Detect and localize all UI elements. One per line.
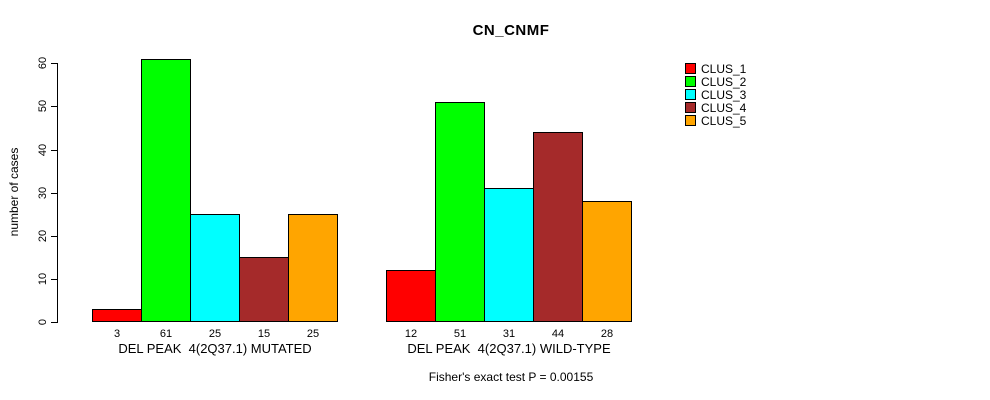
bar-clus_4-group2 — [533, 132, 583, 322]
bar-value-label: 61 — [159, 328, 173, 340]
legend-swatch-clus_5 — [685, 115, 696, 126]
y-axis-tick — [51, 279, 57, 280]
bar-value-label: 15 — [257, 328, 271, 340]
bar-value-label: 25 — [208, 328, 222, 340]
legend-label: CLUS_2 — [701, 74, 747, 89]
bar-clus_4-group1 — [239, 257, 289, 322]
legend-label: CLUS_1 — [701, 61, 747, 76]
legend-label: CLUS_4 — [701, 100, 747, 115]
legend-item: CLUS_4 — [685, 100, 747, 115]
bar-value-label: 25 — [306, 328, 320, 340]
group-label: DEL PEAK 4(2Q37.1) MUTATED — [118, 341, 312, 356]
y-axis-label: number of cases — [7, 147, 21, 237]
y-axis-tick — [51, 193, 57, 194]
y-axis-tick-label: 0 — [37, 318, 49, 326]
legend-item: CLUS_5 — [685, 113, 747, 128]
legend-label: CLUS_3 — [701, 87, 747, 102]
bar-clus_2-group1 — [141, 59, 191, 322]
y-axis-tick-label: 40 — [37, 143, 49, 157]
legend-swatch-clus_3 — [685, 89, 696, 100]
bar-value-label: 12 — [404, 328, 418, 340]
bar-value-label: 31 — [502, 328, 516, 340]
legend-swatch-clus_1 — [685, 63, 696, 74]
bar-value-label: 44 — [551, 328, 565, 340]
bar-clus_2-group2 — [435, 102, 485, 322]
y-axis-tick — [51, 236, 57, 237]
legend-swatch-clus_2 — [685, 76, 696, 87]
chart-title: CN_CNMF — [472, 22, 550, 39]
group-label: DEL PEAK 4(2Q37.1) WILD-TYPE — [407, 341, 611, 356]
legend-item: CLUS_1 — [685, 61, 747, 76]
legend: CLUS_1 CLUS_2 CLUS_3 CLUS_4 CLUS_5 — [685, 61, 747, 128]
y-axis-tick — [51, 322, 57, 323]
y-axis-tick-label: 20 — [37, 229, 49, 243]
bar-value-label: 51 — [453, 328, 467, 340]
legend-swatch-clus_4 — [685, 102, 696, 113]
bar-value-label: 3 — [113, 328, 121, 340]
fisher-test-annotation: Fisher's exact test P = 0.00155 — [428, 370, 594, 384]
bar-clus_5-group2 — [582, 201, 632, 322]
bar-clus_3-group2 — [484, 188, 534, 322]
bar-value-label: 28 — [600, 328, 614, 340]
legend-item: CLUS_2 — [685, 74, 747, 89]
y-axis-tick-label: 30 — [37, 186, 49, 200]
y-axis-tick — [51, 150, 57, 151]
bar-clus_5-group1 — [288, 214, 338, 322]
y-axis-tick — [51, 63, 57, 64]
legend-item: CLUS_3 — [685, 87, 747, 102]
bar-clus_1-group1 — [92, 309, 142, 322]
y-axis-line — [57, 63, 58, 323]
bar-clus_3-group1 — [190, 214, 240, 322]
y-axis-tick-label: 60 — [37, 56, 49, 70]
y-axis-tick-label: 10 — [37, 272, 49, 286]
y-axis-tick — [51, 106, 57, 107]
bar-clus_1-group2 — [386, 270, 436, 322]
y-axis-tick-label: 50 — [37, 99, 49, 113]
legend-label: CLUS_5 — [701, 113, 747, 128]
